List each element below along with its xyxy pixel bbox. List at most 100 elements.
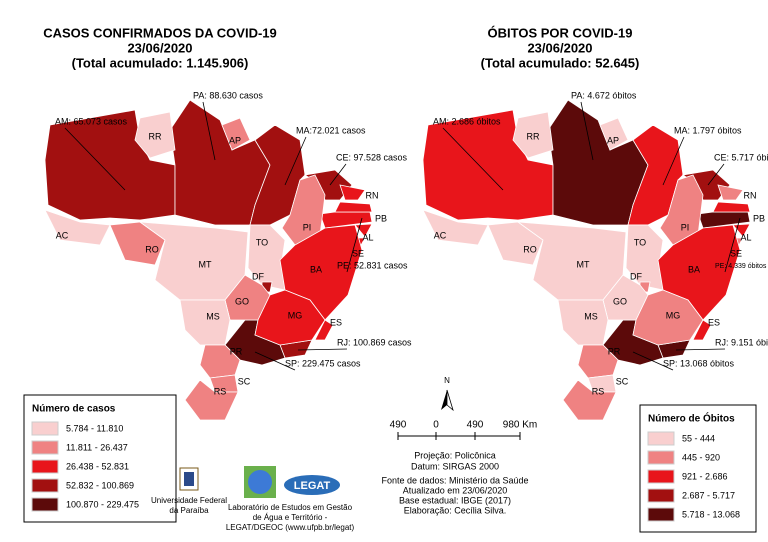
legend-label: 52.832 - 100.869 <box>66 480 134 490</box>
state-area <box>109 221 166 266</box>
state-label: BA <box>688 264 700 274</box>
state-area <box>314 319 334 341</box>
state-label: AL <box>740 232 751 242</box>
state-label: TO <box>256 237 268 247</box>
callout-label: SP: 229.475 casos <box>285 358 361 368</box>
state-label: MT <box>577 259 590 269</box>
legend-label: 5.784 - 11.810 <box>66 423 123 433</box>
legend-swatch <box>647 450 675 465</box>
callout-label: SP: 13.068 óbitos <box>663 358 735 368</box>
state-label: DF <box>630 271 642 281</box>
legend-label: 100.870 - 229.475 <box>66 499 139 509</box>
callout-label: RJ: 9.151 óbitos <box>715 337 768 347</box>
legend-title: Número de Óbitos <box>648 412 735 425</box>
ufpb-name: Universidade Federal <box>151 496 227 505</box>
callout-leader <box>580 101 594 161</box>
legend-title: Número de casos <box>32 404 116 415</box>
state-label: RR <box>149 131 162 141</box>
legat-logo-text: LEGAT <box>294 480 331 492</box>
legend-swatch <box>647 469 675 484</box>
state-area <box>712 201 751 213</box>
callout-label: PE: 52.831 casos <box>337 260 408 270</box>
state-label: AL <box>362 232 373 242</box>
callout-label: AM: 2.686 óbitos <box>433 116 501 126</box>
callout-label: MA: 1.797 óbitos <box>674 125 742 135</box>
map-date: 23/06/2020 <box>127 40 192 55</box>
callout-leader <box>632 351 674 371</box>
legend-swatch <box>31 440 59 455</box>
state-area <box>44 209 111 246</box>
state-area <box>692 319 712 341</box>
map-total: (Total acumulado: 1.145.906) <box>72 55 249 70</box>
state-label: MG <box>288 310 303 320</box>
state-area <box>422 209 489 246</box>
ufpb-name: da Paraíba <box>169 506 209 515</box>
projection-text: Datum: SIRGAS 2000 <box>411 461 499 471</box>
map-total: (Total acumulado: 52.645) <box>481 55 640 70</box>
legend-swatch <box>647 507 675 522</box>
legend-swatch <box>31 421 59 436</box>
state-label: MG <box>666 310 681 320</box>
state-area <box>179 299 231 346</box>
legat-name: Laboratório de Estudos em Gestão <box>228 503 353 512</box>
legend-swatch <box>647 431 675 446</box>
state-label: SC <box>616 376 629 386</box>
callout-label: MA:72.021 casos <box>296 125 366 135</box>
legend-swatch <box>31 478 59 493</box>
state-label: ES <box>708 317 720 327</box>
north-label: N <box>444 376 450 385</box>
state-area <box>717 184 744 201</box>
state-label: AP <box>607 135 619 145</box>
state-label: SE <box>352 248 364 258</box>
callout-leader <box>442 127 504 191</box>
state-label: PR <box>608 346 621 356</box>
source-text: Atualizado em 23/06/2020 <box>403 485 508 495</box>
legend-label: 11.811 - 26.437 <box>66 442 128 452</box>
state-area <box>512 111 554 159</box>
legat-name: de Água e Território - <box>253 513 328 522</box>
callout-leader <box>675 348 726 351</box>
state-label: RO <box>145 244 159 254</box>
state-label: RS <box>592 386 605 396</box>
legend-swatch <box>31 497 59 512</box>
map-date: 23/06/2020 <box>527 40 592 55</box>
scale-label: 490 <box>390 420 407 431</box>
source-text: Fonte de dados: Ministério da Saúde <box>381 475 528 485</box>
scale-label: 980 Km <box>503 420 537 431</box>
state-area <box>599 117 629 151</box>
legend-label: 445 - 920 <box>682 452 720 462</box>
callout-label: PE: 4.339 óbitos <box>715 263 767 270</box>
north-arrow <box>441 389 454 412</box>
projection-text: Projeção: Policônica <box>414 450 496 460</box>
legend-label: 55 - 444 <box>682 433 715 443</box>
callout-leader <box>346 217 363 273</box>
state-label: AP <box>229 135 241 145</box>
state-label: ES <box>330 317 342 327</box>
state-label: RN <box>366 190 379 200</box>
callout-leader <box>64 127 126 191</box>
state-label: SE <box>730 248 742 258</box>
state-area <box>134 111 176 159</box>
callout-leader <box>724 217 741 273</box>
scale-label: 490 <box>467 420 484 431</box>
scale-bar <box>397 432 521 440</box>
state-label: RO <box>523 244 537 254</box>
state-area <box>184 379 239 421</box>
state-area <box>334 201 373 213</box>
scale-label: 0 <box>433 420 439 431</box>
state-label: SC <box>238 376 251 386</box>
state-label: MS <box>206 311 220 321</box>
state-area <box>339 184 366 201</box>
state-area <box>319 211 373 229</box>
state-label: TO <box>634 237 646 247</box>
callout-label: CE: 5.717 óbitos <box>714 152 768 162</box>
state-label: PR <box>230 346 243 356</box>
legend-label: 26.438 - 52.831 <box>66 461 129 471</box>
callout-label: PA: 4.672 óbitos <box>571 90 637 100</box>
state-area <box>557 299 609 346</box>
state-area <box>562 379 617 421</box>
